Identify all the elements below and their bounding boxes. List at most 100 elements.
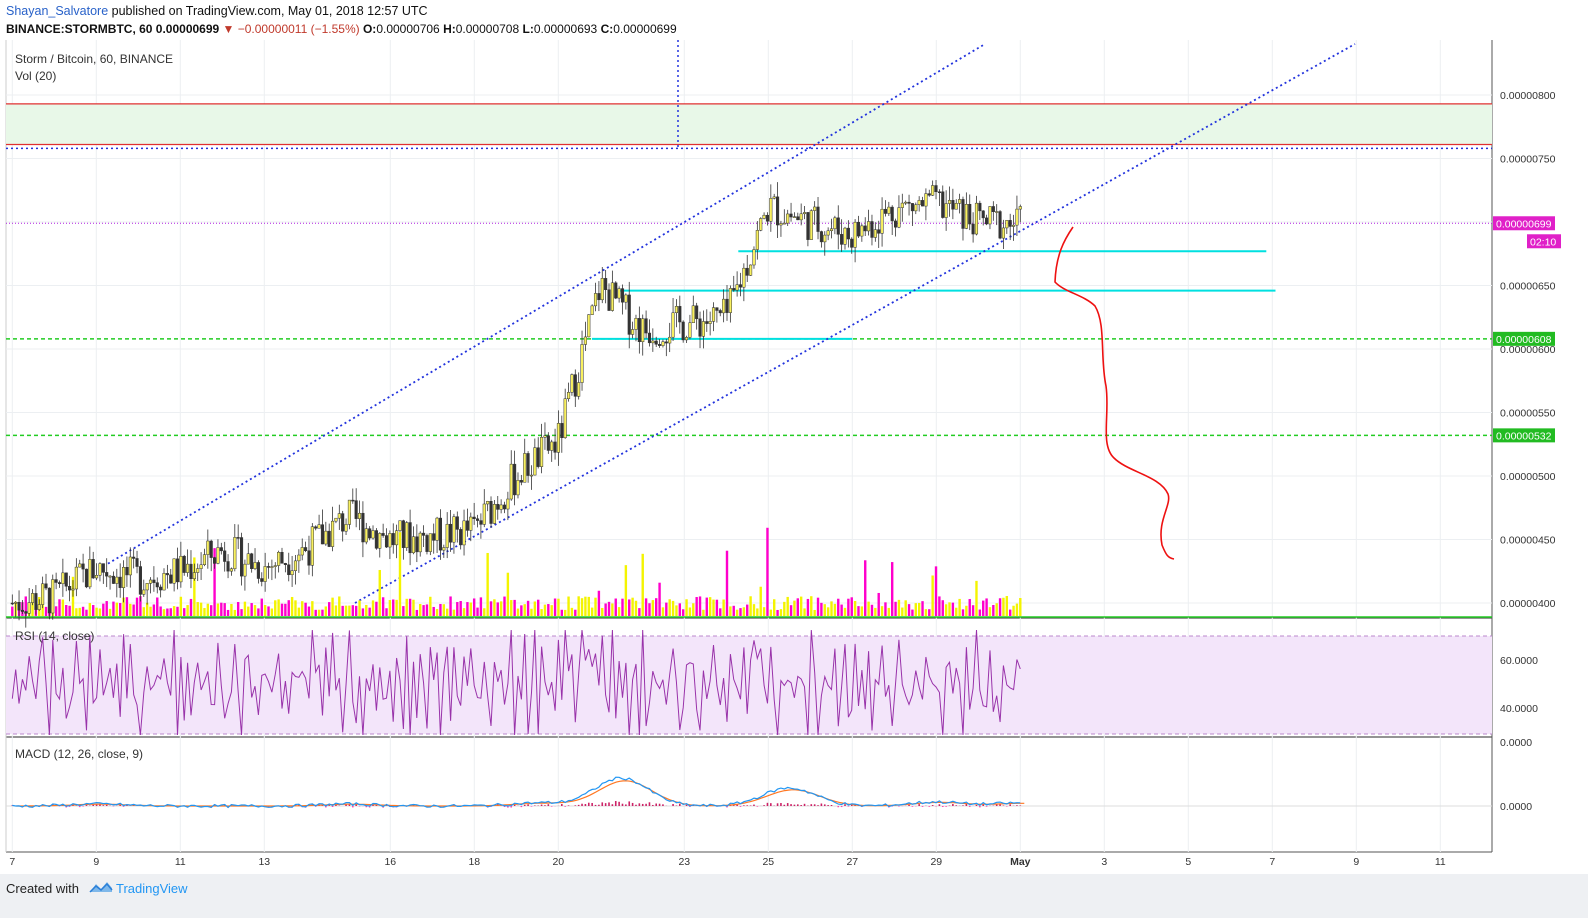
volume-bar <box>577 596 580 616</box>
volume-bar <box>897 599 901 616</box>
volume-bar <box>199 602 203 616</box>
candle-body <box>644 318 648 334</box>
candle-body <box>927 193 931 196</box>
volume-bar <box>648 603 651 616</box>
candle-body <box>597 293 601 301</box>
volume-bar <box>813 609 816 616</box>
candle-body <box>51 579 55 614</box>
candle-body <box>590 305 594 315</box>
candle-body <box>135 558 139 567</box>
volume-bar <box>31 596 34 616</box>
volume-bar <box>496 602 499 616</box>
candle-body <box>509 463 513 500</box>
candle-body <box>560 423 564 438</box>
volume-bar <box>432 606 435 616</box>
candle-body <box>30 593 35 603</box>
candle-body <box>806 212 810 240</box>
time-tick-label: 23 <box>678 856 690 868</box>
volume-bar <box>442 604 446 616</box>
volume-bar <box>472 598 476 616</box>
candle-body <box>826 230 830 236</box>
volume-bar <box>118 603 122 616</box>
volume-bar <box>850 597 853 616</box>
volume-bar <box>402 606 405 616</box>
volume-bar <box>314 609 317 616</box>
volume-bar <box>631 597 634 616</box>
volume-bar <box>665 602 668 616</box>
volume-bar <box>297 607 301 616</box>
candle-body <box>381 533 385 536</box>
ohlc-h-label: H: <box>443 22 456 36</box>
tradingview-logo-icon[interactable] <box>88 878 114 896</box>
candle-body <box>974 202 979 235</box>
candle-body <box>169 574 173 584</box>
candle-body <box>920 200 925 207</box>
volume-bar <box>732 605 735 616</box>
tradingview-brand[interactable]: TradingView <box>116 881 188 896</box>
volume-bar <box>166 608 169 616</box>
volume-bar <box>749 596 752 616</box>
channel-lines <box>107 43 1356 604</box>
volume-bar <box>533 601 537 616</box>
volume-bar <box>11 606 14 616</box>
candle-body <box>223 550 227 562</box>
volume-bar <box>971 605 975 616</box>
candle-body <box>186 563 190 573</box>
volume-bar <box>638 608 641 616</box>
volume-bar <box>735 609 739 616</box>
candle-body <box>745 267 749 276</box>
time-tick-label: 13 <box>258 856 270 868</box>
candle-body <box>277 552 281 566</box>
candle-body <box>415 536 419 553</box>
volume-bar <box>392 599 395 616</box>
volume-bar <box>516 608 520 616</box>
volume-bar <box>189 598 193 616</box>
candle-body <box>165 573 169 576</box>
volume-bar <box>193 557 196 616</box>
volume-bar <box>776 609 779 616</box>
candle-body <box>280 552 284 564</box>
volume-bar <box>429 596 432 616</box>
volume-bar <box>624 565 628 616</box>
volume-bar <box>284 603 287 616</box>
price-badge <box>1493 428 1555 443</box>
chart-canvas[interactable]: 0.00000800 0.00000750 0.00000650 0.00000600… <box>0 40 1588 874</box>
volume-bar <box>961 609 965 616</box>
candle-body <box>789 213 793 218</box>
ohlc-c-value: 0.00000699 <box>613 22 677 36</box>
candle-body <box>604 278 608 290</box>
volume-bar <box>216 603 220 616</box>
candle-body <box>317 524 321 529</box>
candle-body <box>233 537 237 570</box>
candle-body <box>479 520 483 525</box>
candle-body <box>883 208 888 214</box>
candle-body <box>985 217 989 225</box>
candle-body <box>681 321 685 341</box>
candle-body <box>101 563 105 573</box>
volume-bar <box>563 609 567 616</box>
candle-body <box>422 532 426 536</box>
volume-bar <box>445 608 449 616</box>
volume-bar <box>955 607 958 616</box>
volume-bar <box>887 607 891 616</box>
volume-bar <box>914 603 917 616</box>
time-tick-label: 27 <box>846 856 858 868</box>
author-link[interactable]: Shayan_Salvatore <box>6 4 109 18</box>
time-tick-label: 3 <box>1101 856 1107 868</box>
price-tick-label: 0.00000800 <box>1500 90 1556 102</box>
candle-body <box>44 583 48 589</box>
volume-bar <box>712 599 715 616</box>
volume-bar <box>344 605 348 616</box>
candle-body <box>118 576 122 588</box>
volume-bar <box>348 605 351 616</box>
candle-body <box>749 264 753 276</box>
candle-body <box>762 214 766 219</box>
volume-bar <box>921 601 924 616</box>
candle-body <box>418 532 422 553</box>
volume-bar <box>375 601 378 616</box>
candle-body <box>202 554 207 565</box>
candle-body <box>856 221 861 237</box>
volume-bar <box>68 605 71 616</box>
volume-bar <box>688 607 692 616</box>
candle-body <box>371 530 375 539</box>
